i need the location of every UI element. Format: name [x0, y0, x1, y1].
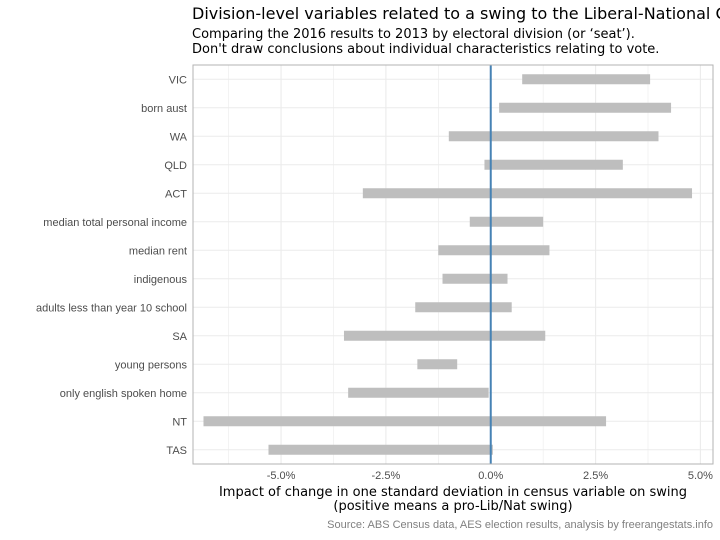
- x-axis-label-line-2: (positive means a pro-Lib/Nat swing): [333, 499, 573, 514]
- range-bar: [343, 330, 546, 341]
- y-tick-label: only english spoken home: [60, 388, 187, 400]
- y-tick-label: VIC: [169, 74, 187, 86]
- y-tick-label: NT: [172, 416, 187, 428]
- x-axis-label-line-1: Impact of change in one standard deviati…: [218, 485, 688, 500]
- range-bar: [415, 302, 512, 313]
- x-tick-label: -5.0%: [267, 470, 296, 482]
- y-tick-label: indigenous: [134, 274, 188, 286]
- x-tick-labels: -5.0% -2.5% 0.0% 2.5% 5.0%: [267, 470, 713, 482]
- y-tick-label: median rent: [129, 245, 187, 257]
- y-tick-labels: VIC born aust WA QLD ACT median total persona…: [36, 74, 188, 457]
- range-bar: [362, 188, 693, 199]
- y-tick-label: TAS: [166, 445, 187, 457]
- range-bar: [203, 416, 607, 427]
- x-tick-label: 0.0%: [478, 470, 503, 482]
- y-tick-label: adults less than year 10 school: [36, 302, 187, 314]
- range-bar: [522, 74, 651, 85]
- chart-subtitle-line-1: Comparing the 2016 results to 2013 by el…: [192, 27, 635, 42]
- range-bar: [268, 444, 493, 455]
- range-bar: [348, 387, 489, 398]
- source-caption: Source: ABS Census data, AES election re…: [327, 519, 713, 531]
- x-tick-label: 5.0%: [688, 470, 713, 482]
- x-tick-label: 2.5%: [583, 470, 608, 482]
- y-tick-label: born aust: [141, 103, 187, 115]
- y-tick-label: WA: [170, 131, 188, 143]
- range-bar: [499, 102, 672, 113]
- y-tick-label: ACT: [165, 188, 187, 200]
- panel-border: [192, 64, 714, 465]
- y-tick-label: SA: [172, 331, 187, 343]
- range-bar: [417, 359, 458, 370]
- chart-subtitle-line-2: Don't draw conclusions about individual …: [192, 42, 660, 57]
- chart-title: Division-level variables related to a sw…: [192, 4, 720, 23]
- range-bars: [203, 74, 693, 455]
- y-tick-label: median total personal income: [43, 217, 187, 229]
- range-bar: [469, 216, 544, 227]
- range-bar: [484, 159, 623, 170]
- grid-lines: [193, 65, 713, 464]
- range-bar: [442, 273, 508, 284]
- x-tick-label: -2.5%: [372, 470, 401, 482]
- y-tick-label: QLD: [164, 160, 187, 172]
- range-bar: [448, 131, 659, 142]
- range-bar: [438, 245, 550, 256]
- y-tick-label: young persons: [115, 359, 188, 371]
